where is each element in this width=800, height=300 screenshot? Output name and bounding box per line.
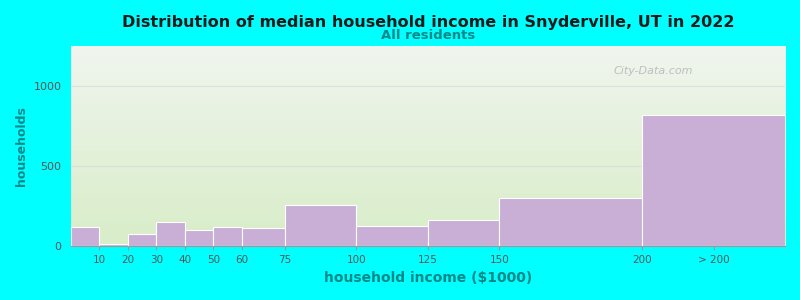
Bar [285, 205, 356, 246]
Bar [499, 198, 642, 246]
X-axis label: household income ($1000): household income ($1000) [324, 271, 532, 285]
Bar [156, 222, 185, 246]
Bar [70, 227, 99, 246]
Y-axis label: households: households [15, 106, 28, 186]
Text: All residents: All residents [381, 29, 475, 42]
Bar [99, 244, 128, 246]
Bar [128, 234, 156, 246]
Bar [356, 226, 428, 246]
Bar [242, 228, 285, 246]
Bar [642, 115, 785, 246]
Text: City-Data.com: City-Data.com [614, 66, 693, 76]
Title: Distribution of median household income in Snyderville, UT in 2022: Distribution of median household income … [122, 15, 734, 30]
Bar [185, 230, 214, 246]
Bar [428, 220, 499, 246]
Bar [214, 227, 242, 246]
